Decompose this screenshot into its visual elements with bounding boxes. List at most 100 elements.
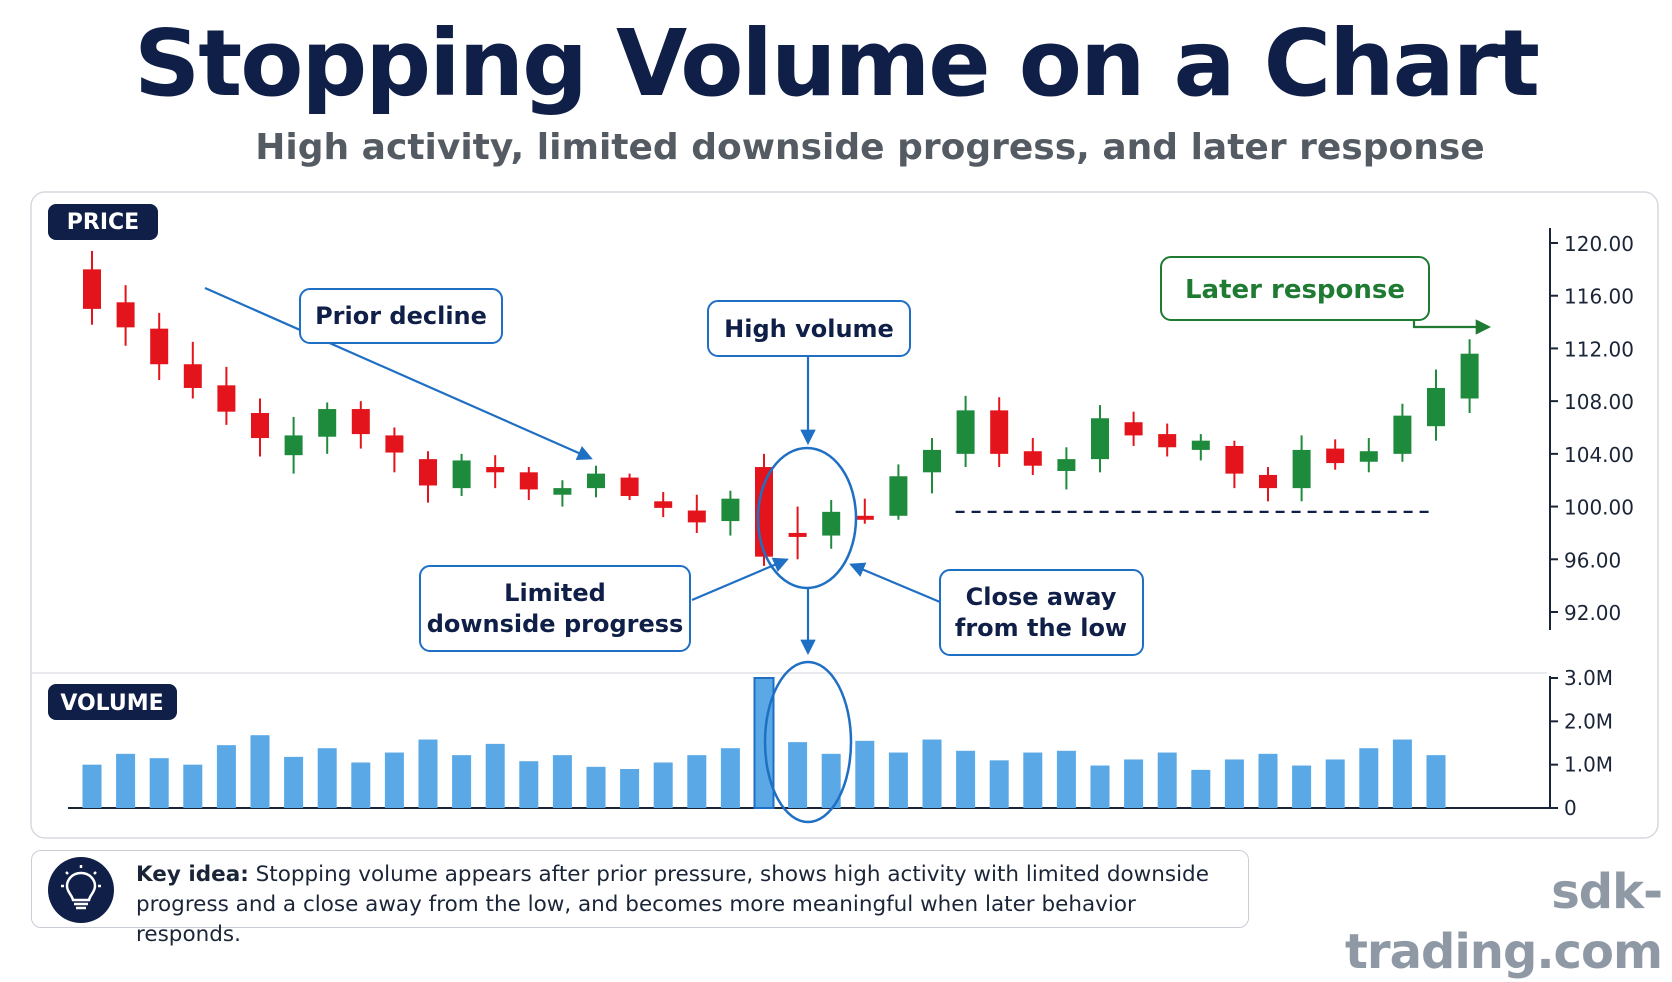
candle-body xyxy=(855,515,874,520)
candle-body xyxy=(1191,440,1210,450)
volume-bar xyxy=(1191,769,1211,808)
volume-bar xyxy=(653,762,673,808)
price-candle xyxy=(351,401,370,449)
price-candle xyxy=(419,451,437,503)
prior-decline-text: Prior decline xyxy=(315,302,487,330)
price-tick-label: 104.00 xyxy=(1564,443,1634,467)
candle-body xyxy=(83,269,101,309)
volume-bar xyxy=(1056,750,1076,808)
candle-body xyxy=(419,459,437,486)
price-candle xyxy=(452,453,471,497)
price-candle xyxy=(251,398,269,457)
price-candle xyxy=(1191,434,1210,461)
volume-bar xyxy=(687,755,707,808)
candle-body xyxy=(721,498,740,522)
limited-downside-callout: Limited downside progress xyxy=(419,565,691,652)
price-candle xyxy=(587,465,605,498)
price-candles xyxy=(83,250,1479,566)
candle-body xyxy=(1158,434,1177,448)
candle-body xyxy=(183,364,202,388)
price-tick-label: 96.00 xyxy=(1564,548,1621,572)
candle-body xyxy=(990,410,1009,454)
prior-decline-arrow xyxy=(204,286,593,461)
high-volume-bar-highlight xyxy=(763,660,853,824)
volume-panel-label: VOLUME xyxy=(48,684,177,720)
high-volume-text: High volume xyxy=(724,315,894,343)
volume-tick-label: 3.0M xyxy=(1564,666,1613,690)
volume-bar xyxy=(1023,752,1043,808)
volume-bar xyxy=(1426,755,1446,808)
limited-downside-text-line1: Limited xyxy=(504,579,606,607)
price-candle xyxy=(217,366,236,425)
price-candle xyxy=(150,312,169,381)
candle-body xyxy=(452,460,471,489)
volume-bar xyxy=(250,735,270,808)
candle-body xyxy=(553,488,572,495)
candle-body xyxy=(654,501,673,508)
price-tick-label: 100.00 xyxy=(1564,496,1634,520)
volume-bar xyxy=(788,742,808,808)
page-title: Stopping Volume on a Chart xyxy=(133,10,1540,117)
volume-bar xyxy=(720,748,740,808)
price-candle xyxy=(923,438,941,494)
price-candle xyxy=(1057,447,1076,490)
volume-bar xyxy=(485,743,505,808)
price-candle xyxy=(956,395,975,468)
volume-bar xyxy=(1325,759,1345,808)
price-panel-label-text: PRICE xyxy=(67,210,139,235)
volume-bar xyxy=(1124,759,1144,808)
candle-body xyxy=(687,510,706,523)
price-candle xyxy=(1292,435,1311,502)
price-candle xyxy=(1460,339,1479,414)
volume-bar xyxy=(855,740,875,808)
key-idea-body: Stopping volume appears after prior pres… xyxy=(136,862,1209,947)
price-tick-label: 108.00 xyxy=(1564,390,1634,414)
price-candle xyxy=(788,506,807,560)
price-candle xyxy=(620,473,639,500)
chart-card xyxy=(30,191,1659,839)
key-idea-label: Key idea: xyxy=(136,862,249,887)
volume-bar xyxy=(216,745,236,808)
page-subtitle: High activity, limited downside progress… xyxy=(255,127,1485,168)
volume-bar xyxy=(922,739,942,808)
volume-bar xyxy=(1392,739,1412,808)
candle-body xyxy=(923,449,941,473)
price-tick-label: 112.00 xyxy=(1564,337,1634,361)
volume-bar xyxy=(317,748,337,808)
price-candle xyxy=(721,490,740,536)
price-candle xyxy=(486,455,505,489)
price-candle xyxy=(553,480,572,507)
price-candle xyxy=(687,494,706,533)
volume-axis-ticks: 3.0M 2.0M 1.0M 0 xyxy=(1550,666,1613,820)
price-candle xyxy=(1091,405,1109,473)
key-idea-text: Key idea: Stopping volume appears after … xyxy=(136,860,1236,950)
candle-body xyxy=(1091,418,1109,460)
volume-bar xyxy=(183,764,203,808)
candle-body xyxy=(486,467,505,473)
volume-bar xyxy=(586,766,606,808)
volume-bar xyxy=(821,753,841,808)
price-candle xyxy=(889,464,908,520)
candle-body xyxy=(1326,448,1345,464)
volume-bar xyxy=(116,753,136,808)
volume-bar xyxy=(149,758,169,808)
volume-bar xyxy=(519,761,539,808)
price-tick-label: 116.00 xyxy=(1564,285,1634,309)
volume-tick-label: 1.0M xyxy=(1564,753,1613,777)
footer-site-name: sdk-trading.com xyxy=(1344,864,1663,980)
close-away-text-line1: Close away xyxy=(966,583,1117,611)
candle-body xyxy=(1427,387,1445,427)
candle-body xyxy=(620,477,639,497)
price-candle xyxy=(385,427,404,473)
candle-body xyxy=(150,328,169,365)
price-candle xyxy=(183,341,202,399)
limited-downside-text-line2: downside progress xyxy=(427,610,684,638)
later-response-text: Later response xyxy=(1185,275,1405,305)
volume-bar xyxy=(620,769,640,808)
price-axis-ticks: 120.00 116.00 112.00 108.00 104.00 100.00 96.0… xyxy=(1550,232,1634,625)
candle-body xyxy=(1057,459,1076,471)
volume-bar xyxy=(1224,759,1244,808)
close-away-callout: Close away from the low xyxy=(939,569,1144,656)
price-candle xyxy=(519,467,538,500)
volume-bar xyxy=(989,760,1009,808)
